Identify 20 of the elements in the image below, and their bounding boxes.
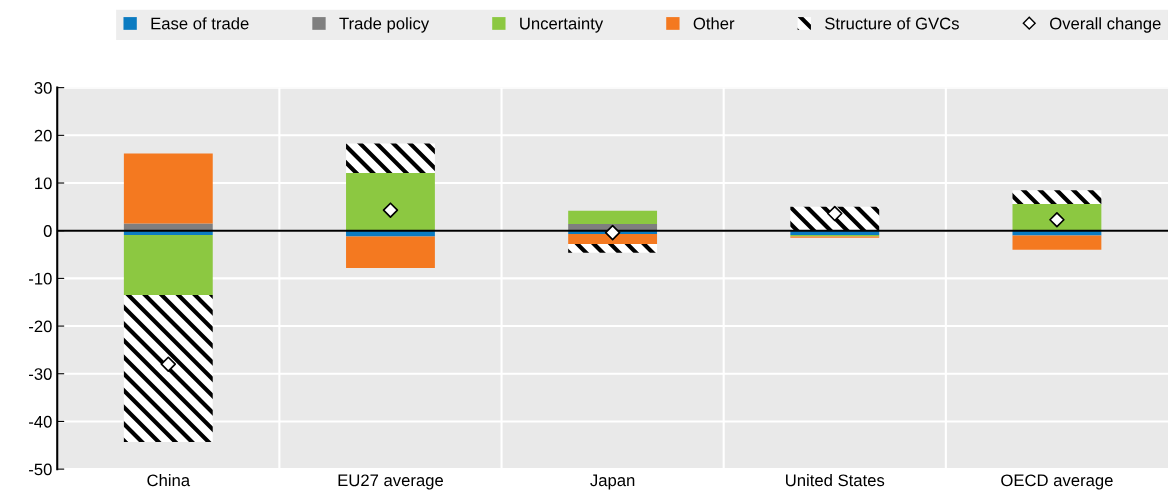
x-tick-label: EU27 average	[338, 474, 443, 490]
legend-label: Overall change	[1050, 17, 1161, 33]
x-tick-label: OECD average	[1001, 474, 1113, 490]
y-tick-label: -30	[29, 368, 52, 380]
y-tick-label: -40	[29, 415, 52, 428]
y-tick-label: 0	[43, 225, 52, 237]
y-tick-label: -10	[29, 272, 52, 285]
y-tick-label: 30	[34, 82, 52, 94]
legend-label: Uncertainty	[520, 17, 604, 33]
y-tick-label: -50	[29, 463, 52, 476]
legend-label: Structure of GVCs	[825, 17, 959, 30]
legend-label: Other	[693, 17, 735, 30]
x-tick-label: Japan	[590, 474, 635, 490]
legend-label: Trade policy	[339, 17, 430, 33]
legend-label: Ease of trade	[151, 17, 249, 30]
y-tick-label: 10	[35, 177, 52, 190]
x-tick-label: United States	[786, 473, 885, 487]
y-tick-label: 20	[34, 129, 52, 142]
y-tick-label: -20	[29, 320, 52, 333]
x-tick-label: China	[147, 473, 191, 487]
